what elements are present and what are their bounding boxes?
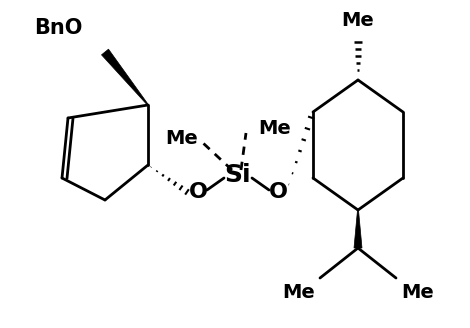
Text: BnO: BnO: [34, 18, 82, 38]
Text: O: O: [188, 182, 207, 202]
Text: Me: Me: [165, 129, 198, 148]
Text: Me: Me: [401, 283, 434, 302]
Text: Me: Me: [342, 11, 375, 30]
Text: Me: Me: [258, 118, 291, 137]
Polygon shape: [354, 210, 362, 248]
Polygon shape: [102, 49, 149, 105]
Text: Si: Si: [225, 163, 251, 187]
Text: O: O: [268, 182, 288, 202]
Text: Me: Me: [282, 283, 315, 302]
